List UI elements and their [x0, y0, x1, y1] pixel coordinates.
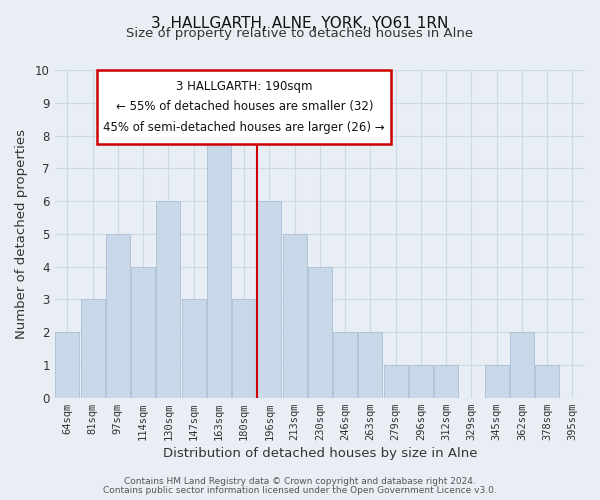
- Bar: [55, 332, 79, 398]
- Bar: [106, 234, 130, 398]
- Text: Contains HM Land Registry data © Crown copyright and database right 2024.: Contains HM Land Registry data © Crown c…: [124, 477, 476, 486]
- Text: ← 55% of detached houses are smaller (32): ← 55% of detached houses are smaller (32…: [116, 100, 373, 114]
- Text: 3, HALLGARTH, ALNE, YORK, YO61 1RN: 3, HALLGARTH, ALNE, YORK, YO61 1RN: [151, 16, 449, 31]
- X-axis label: Distribution of detached houses by size in Alne: Distribution of detached houses by size …: [163, 447, 477, 460]
- Bar: [535, 365, 559, 398]
- Bar: [308, 266, 332, 398]
- Bar: [333, 332, 357, 398]
- Text: Contains public sector information licensed under the Open Government Licence v3: Contains public sector information licen…: [103, 486, 497, 495]
- Text: Size of property relative to detached houses in Alne: Size of property relative to detached ho…: [127, 28, 473, 40]
- Bar: [232, 300, 256, 398]
- Text: 45% of semi-detached houses are larger (26) →: 45% of semi-detached houses are larger (…: [103, 121, 385, 134]
- Bar: [434, 365, 458, 398]
- Bar: [283, 234, 307, 398]
- Y-axis label: Number of detached properties: Number of detached properties: [15, 129, 28, 339]
- Text: 3 HALLGARTH: 190sqm: 3 HALLGARTH: 190sqm: [176, 80, 313, 92]
- Bar: [80, 300, 104, 398]
- Bar: [358, 332, 382, 398]
- Bar: [157, 201, 181, 398]
- Bar: [257, 201, 281, 398]
- Bar: [485, 365, 509, 398]
- Bar: [182, 300, 206, 398]
- Bar: [510, 332, 534, 398]
- Bar: [131, 266, 155, 398]
- Bar: [207, 136, 231, 398]
- Bar: [409, 365, 433, 398]
- Bar: [383, 365, 407, 398]
- FancyBboxPatch shape: [97, 70, 391, 144]
